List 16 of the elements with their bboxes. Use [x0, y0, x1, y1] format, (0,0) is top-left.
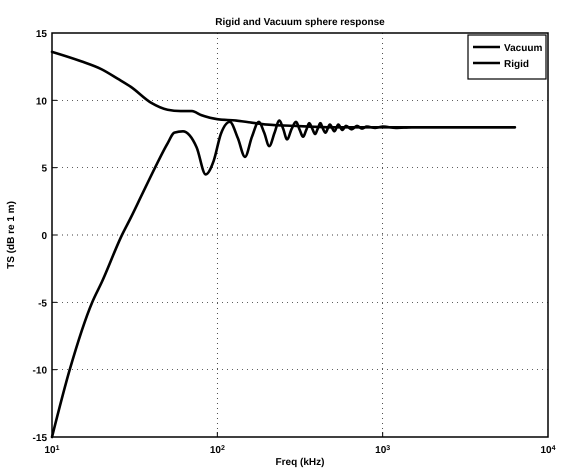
y-tick-label: -5: [38, 298, 48, 310]
y-tick-label: 15: [36, 29, 48, 40]
x-tick-label: 10$^{3}$: [375, 444, 390, 456]
x-axis-title: Freq (kHz): [276, 457, 324, 468]
y-tick-label: 0: [41, 231, 48, 242]
y-tick-label: -10: [32, 366, 48, 377]
x-tick-label: 10$^{4}$: [540, 444, 556, 456]
y-axis-title: TS (dB re 1 m): [6, 201, 17, 269]
legend-label: Rigid: [504, 59, 529, 70]
y-tick-label: -15: [32, 433, 48, 444]
x-tick-label: 10$^{1}$: [44, 444, 60, 456]
y-tick-label: 5: [41, 164, 48, 175]
legend-label: Vacuum: [504, 43, 542, 54]
chart-title: Rigid and Vacuum sphere response: [215, 17, 386, 28]
x-tick-label: 10$^{2}$: [210, 444, 225, 456]
y-tick-label: 10: [36, 96, 48, 108]
